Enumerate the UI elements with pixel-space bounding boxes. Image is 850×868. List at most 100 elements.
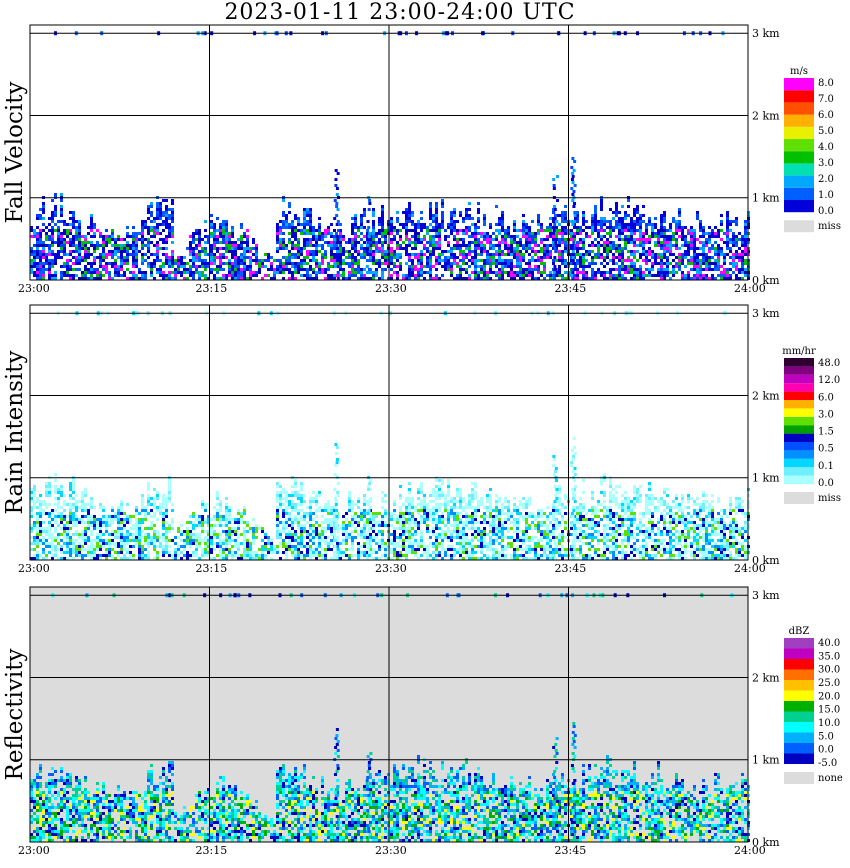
echo-cell bbox=[153, 503, 156, 506]
echo-cell bbox=[432, 238, 435, 241]
colorbar-miss-label: miss bbox=[818, 221, 841, 232]
echo-cell bbox=[624, 259, 627, 262]
echo-cell bbox=[306, 238, 309, 241]
echo-cell bbox=[570, 274, 573, 277]
echo-cell bbox=[240, 512, 243, 515]
echo-cell bbox=[660, 265, 663, 268]
echo-cell bbox=[561, 253, 564, 256]
echo-cell bbox=[144, 536, 147, 539]
echo-cell bbox=[639, 256, 642, 259]
echo-cell bbox=[618, 274, 621, 277]
echo-cell bbox=[690, 277, 693, 280]
y-axis-title: Fall Velocity bbox=[2, 82, 28, 224]
echo-cell bbox=[603, 244, 606, 247]
echo-cell bbox=[447, 244, 450, 247]
echo-cell bbox=[465, 208, 468, 211]
echo-cell bbox=[318, 265, 321, 268]
echo-cell bbox=[165, 521, 168, 524]
echo-cell bbox=[543, 277, 546, 280]
echo-cell bbox=[204, 518, 207, 521]
echo-cell bbox=[99, 244, 102, 247]
echo-cell bbox=[165, 247, 168, 250]
echo-cell bbox=[60, 485, 63, 488]
echo-cell bbox=[72, 274, 75, 277]
echo-cell bbox=[507, 259, 510, 262]
plume-cell bbox=[335, 205, 339, 208]
echo-cell bbox=[72, 545, 75, 548]
plume-cell bbox=[553, 217, 557, 220]
echo-cell bbox=[618, 256, 621, 259]
echo-cell bbox=[165, 530, 168, 533]
echo-cell bbox=[597, 223, 600, 226]
echo-cell bbox=[330, 223, 333, 226]
echo-cell bbox=[363, 235, 366, 238]
echo-cell bbox=[396, 256, 399, 259]
echo-cell bbox=[186, 277, 189, 280]
echo-cell bbox=[33, 524, 36, 527]
echo-cell bbox=[117, 530, 120, 533]
echo-cell bbox=[237, 274, 240, 277]
echo-cell bbox=[318, 539, 321, 542]
echo-cell bbox=[465, 226, 468, 229]
echo-cell bbox=[699, 223, 702, 226]
echo-cell bbox=[219, 524, 222, 527]
echo-cell bbox=[129, 527, 132, 530]
echo-cell bbox=[39, 539, 42, 542]
echo-cell bbox=[135, 235, 138, 238]
echo-cell bbox=[114, 253, 117, 256]
echo-cell bbox=[414, 235, 417, 238]
echo-cell bbox=[111, 509, 114, 512]
echo-cell bbox=[279, 220, 282, 223]
echo-cell bbox=[30, 530, 33, 533]
echo-cell bbox=[114, 244, 117, 247]
echo-cell bbox=[114, 518, 117, 521]
echo-cell bbox=[480, 259, 483, 262]
echo-cell bbox=[300, 268, 303, 271]
echo-cell bbox=[42, 542, 45, 545]
plume-cell bbox=[572, 205, 576, 208]
echo-cell bbox=[231, 241, 234, 244]
echo-cell bbox=[102, 250, 105, 253]
echo-cell bbox=[573, 238, 576, 241]
echo-cell bbox=[225, 542, 228, 545]
echo-cell bbox=[69, 250, 72, 253]
echo-cell bbox=[582, 229, 585, 232]
echo-cell bbox=[366, 536, 369, 539]
plume-cell bbox=[554, 241, 558, 244]
echo-cell bbox=[135, 247, 138, 250]
echo-cell bbox=[327, 506, 330, 509]
echo-cell bbox=[303, 229, 306, 232]
echo-cell bbox=[294, 226, 297, 229]
echo-cell bbox=[36, 253, 39, 256]
echo-cell bbox=[360, 530, 363, 533]
echo-cell bbox=[504, 244, 507, 247]
echo-cell bbox=[321, 244, 324, 247]
echo-cell bbox=[525, 241, 528, 244]
echo-cell bbox=[243, 557, 246, 560]
echo-cell bbox=[69, 539, 72, 542]
echo-cell bbox=[624, 211, 627, 214]
echo-cell bbox=[303, 512, 306, 515]
echo-cell bbox=[534, 250, 537, 253]
echo-cell bbox=[192, 551, 195, 554]
echo-cell bbox=[384, 524, 387, 527]
echo-cell bbox=[99, 506, 102, 509]
echo-cell bbox=[153, 220, 156, 223]
echo-cell bbox=[681, 232, 684, 235]
echo-cell bbox=[438, 241, 441, 244]
echo-cell bbox=[729, 262, 732, 265]
echo-cell bbox=[642, 220, 645, 223]
echo-cell bbox=[633, 271, 636, 274]
echo-cell bbox=[363, 208, 366, 211]
echo-cell bbox=[690, 235, 693, 238]
echo-cell bbox=[669, 253, 672, 256]
echo-cell bbox=[639, 274, 642, 277]
echo-cell bbox=[84, 253, 87, 256]
echo-cell bbox=[369, 545, 372, 548]
echo-cell bbox=[279, 268, 282, 271]
echo-cell bbox=[213, 542, 216, 545]
echo-cell bbox=[726, 217, 729, 220]
plume-cell bbox=[333, 241, 337, 244]
echo-cell bbox=[87, 539, 90, 542]
echo-cell bbox=[378, 220, 381, 223]
